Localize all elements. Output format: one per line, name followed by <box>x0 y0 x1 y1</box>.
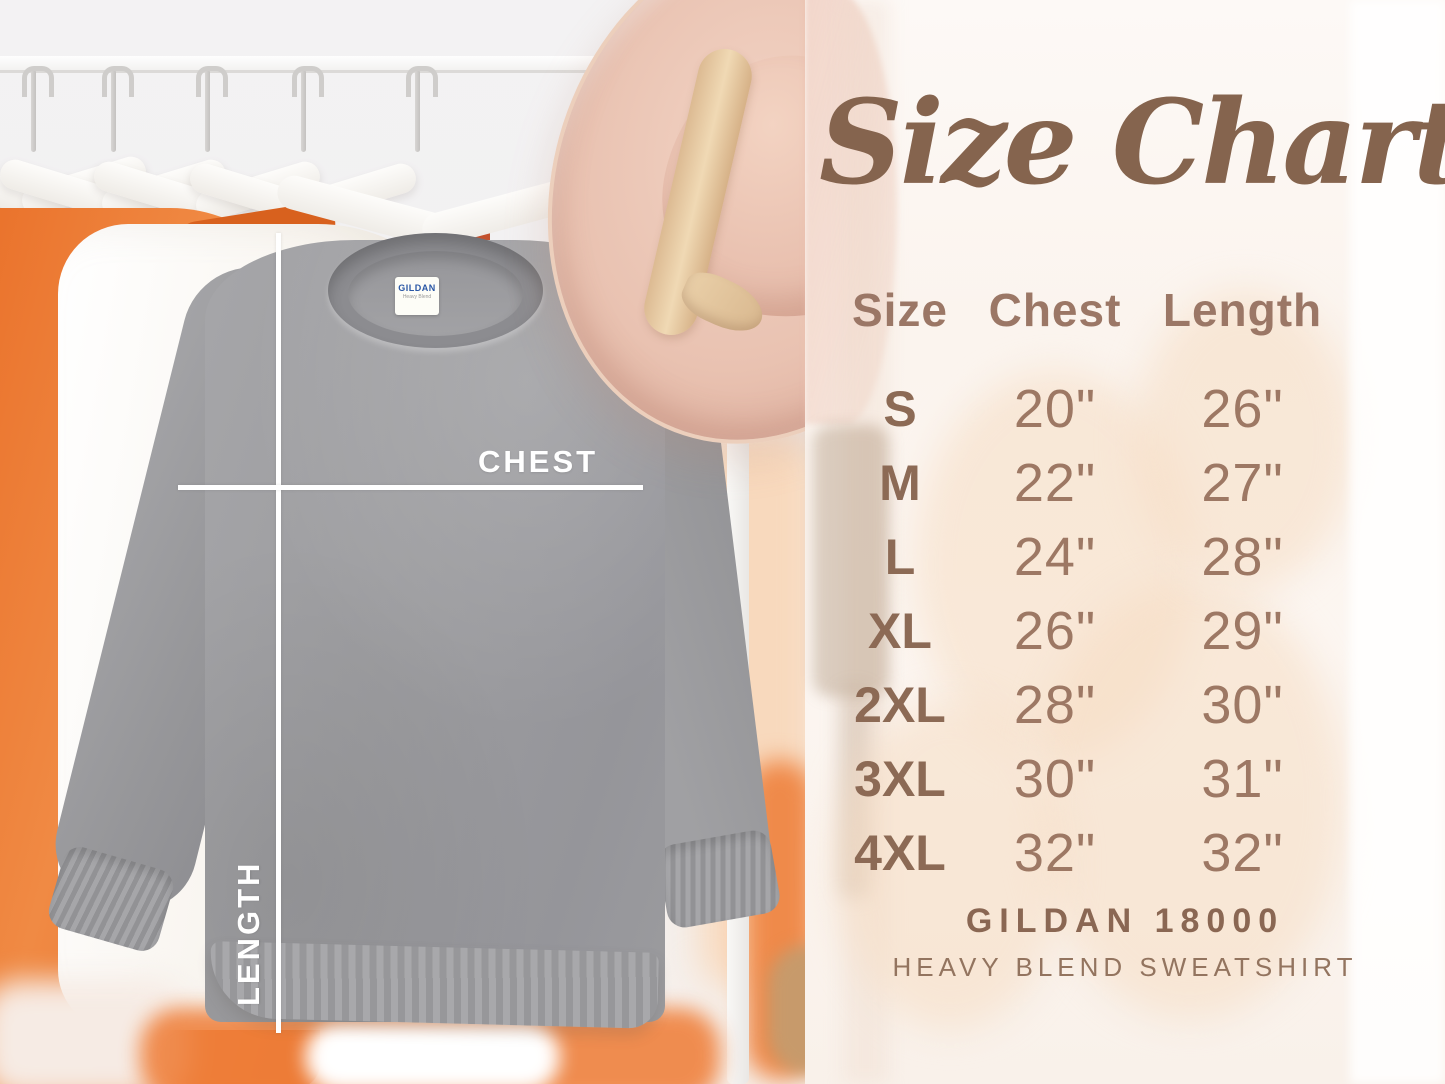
length-cell: 29" <box>1201 601 1284 661</box>
pampas-ghost <box>1035 580 1345 1020</box>
hanger-hook <box>292 66 324 152</box>
chest-cell: 32" <box>1013 823 1097 883</box>
chest-line-label: CHEST <box>478 444 599 479</box>
column-header-length: Length <box>1162 284 1323 336</box>
size-cell: 2XL <box>854 677 946 733</box>
product-name-label: HEAVY BLEND SWEATSHIRT <box>892 952 1358 982</box>
column-header-size: Size <box>851 284 949 336</box>
table-row: 2XL 28" 30" <box>835 668 1370 742</box>
hanger-hook <box>196 66 228 152</box>
size-cell: M <box>879 455 921 511</box>
table-row: S 20" 26" <box>835 372 1370 446</box>
chest-measure-line <box>178 485 643 490</box>
size-cell: S <box>883 381 917 437</box>
white-garment-bottom <box>305 1022 560 1084</box>
table-row: XL 26" 29" <box>835 594 1370 668</box>
table-body: S 20" 26" M 22" 27" L 24" 28" XL 26" <box>835 372 1370 890</box>
hanger-hook <box>102 66 134 152</box>
pampas-ghost <box>835 700 1065 1030</box>
size-table: Size Chest Length S 20" 26" M 22" 27" L … <box>835 283 1370 890</box>
length-cell: 30" <box>1201 675 1284 735</box>
table-row: 3XL 30" 31" <box>835 742 1370 816</box>
tag-sub-text: Heavy Blend <box>402 294 432 300</box>
size-chart-panel: Size Chart Size Chest Length S 20" 26" M… <box>805 0 1445 1084</box>
length-cell: 28" <box>1201 527 1284 587</box>
size-cell: 4XL <box>854 825 946 881</box>
page-title: Size Chart <box>819 75 1445 211</box>
pampas-ghost <box>1135 290 1355 590</box>
chest-cell: 28" <box>1013 675 1097 735</box>
length-line-label: LENGTH <box>231 860 266 1006</box>
sweatshirt-body <box>205 240 665 1022</box>
hat-ghost-through-overlay <box>805 0 897 424</box>
table-row: M 22" 27" <box>835 446 1370 520</box>
length-cell: 27" <box>1201 453 1284 513</box>
size-cell: L <box>884 529 916 585</box>
hanger-hook <box>22 66 54 152</box>
length-measure-line <box>276 233 281 1033</box>
guitar-headstock-ghost <box>813 425 889 697</box>
tag-brand-text: GILDAN <box>398 283 436 293</box>
length-cell: 31" <box>1201 749 1284 809</box>
length-cell: 32" <box>1201 823 1284 883</box>
length-cell: 26" <box>1201 379 1284 439</box>
sweatshirt-right-cuff <box>655 827 783 931</box>
gildan-neck-tag: GILDAN Heavy Blend <box>395 277 439 315</box>
table-header-row: Size Chest Length <box>835 283 1370 337</box>
table-row: 4XL 32" 32" <box>835 816 1370 890</box>
table-row: L 24" 28" <box>835 520 1370 594</box>
column-header-chest: Chest <box>988 284 1122 336</box>
size-cell: XL <box>868 603 932 659</box>
chest-cell: 30" <box>1013 749 1097 809</box>
gray-sweatshirt: GILDAN Heavy Blend <box>42 215 783 1084</box>
size-cell: 3XL <box>854 751 946 807</box>
product-model-label: GILDAN 18000 <box>965 902 1285 940</box>
chest-cell: 26" <box>1013 601 1097 661</box>
chest-cell: 24" <box>1013 527 1097 587</box>
chest-cell: 20" <box>1013 379 1097 439</box>
hanger-hook <box>406 66 438 152</box>
chest-cell: 22" <box>1013 453 1097 513</box>
bright-curtain-ghost <box>1350 0 1445 1084</box>
